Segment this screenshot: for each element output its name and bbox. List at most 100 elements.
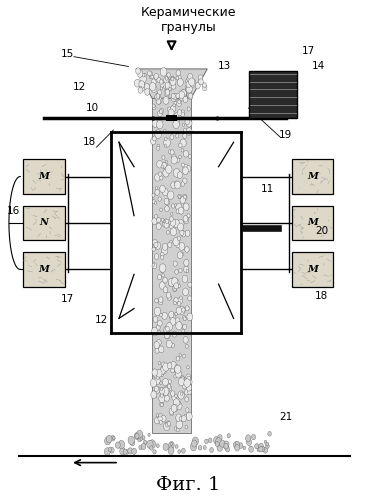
Circle shape: [184, 379, 190, 388]
Text: 10: 10: [86, 103, 99, 113]
Circle shape: [178, 298, 182, 304]
Circle shape: [160, 176, 163, 180]
Circle shape: [140, 437, 143, 440]
Circle shape: [161, 246, 168, 254]
Circle shape: [167, 422, 170, 426]
Circle shape: [161, 403, 163, 406]
Circle shape: [118, 440, 125, 449]
Circle shape: [233, 442, 238, 448]
Circle shape: [173, 168, 180, 177]
Circle shape: [135, 433, 139, 438]
Circle shape: [179, 306, 185, 314]
Circle shape: [176, 76, 179, 80]
Text: 17: 17: [61, 294, 74, 304]
Circle shape: [176, 414, 182, 422]
Circle shape: [175, 365, 181, 374]
Circle shape: [176, 322, 182, 330]
Circle shape: [169, 313, 175, 320]
Circle shape: [257, 448, 260, 452]
Circle shape: [164, 144, 167, 147]
Circle shape: [202, 85, 207, 90]
Bar: [166, 115, 177, 120]
Circle shape: [138, 436, 142, 442]
Circle shape: [162, 312, 167, 320]
Circle shape: [159, 297, 163, 302]
Circle shape: [164, 137, 167, 141]
Circle shape: [180, 296, 182, 300]
Circle shape: [198, 75, 203, 81]
Circle shape: [167, 386, 172, 391]
Circle shape: [110, 448, 114, 453]
Circle shape: [178, 450, 181, 454]
Circle shape: [170, 240, 172, 244]
Circle shape: [162, 162, 168, 169]
Circle shape: [171, 212, 173, 216]
Circle shape: [160, 87, 162, 90]
Circle shape: [187, 92, 191, 98]
Circle shape: [171, 404, 177, 412]
Circle shape: [151, 75, 153, 78]
Circle shape: [156, 94, 159, 98]
Circle shape: [164, 331, 170, 339]
Circle shape: [175, 444, 178, 448]
Circle shape: [170, 228, 177, 236]
Circle shape: [187, 379, 192, 385]
Circle shape: [165, 222, 167, 226]
Circle shape: [161, 362, 166, 368]
Circle shape: [156, 370, 162, 377]
Text: Керамические
гранулы: Керамические гранулы: [141, 6, 236, 34]
Circle shape: [161, 416, 166, 422]
Circle shape: [171, 182, 176, 188]
Bar: [23, 252, 64, 286]
Circle shape: [164, 326, 170, 334]
Circle shape: [170, 216, 173, 222]
Circle shape: [154, 74, 158, 80]
Circle shape: [170, 150, 174, 155]
Circle shape: [171, 79, 174, 83]
Circle shape: [144, 74, 146, 76]
Circle shape: [185, 397, 188, 402]
Circle shape: [104, 448, 110, 456]
Circle shape: [155, 214, 158, 219]
Bar: [292, 160, 333, 194]
Circle shape: [159, 108, 164, 114]
Circle shape: [176, 70, 181, 76]
Circle shape: [152, 104, 155, 108]
Circle shape: [187, 389, 192, 394]
Circle shape: [163, 444, 169, 450]
Bar: [292, 206, 333, 240]
Circle shape: [179, 155, 181, 158]
Circle shape: [213, 436, 219, 444]
Circle shape: [173, 261, 177, 266]
Circle shape: [136, 68, 141, 74]
Circle shape: [165, 206, 169, 212]
Circle shape: [188, 74, 193, 80]
Circle shape: [186, 128, 192, 136]
Circle shape: [159, 264, 166, 272]
Circle shape: [266, 444, 269, 448]
Circle shape: [170, 219, 176, 226]
Circle shape: [225, 446, 230, 452]
Circle shape: [167, 324, 172, 331]
Circle shape: [159, 80, 163, 84]
Circle shape: [180, 90, 187, 98]
Circle shape: [162, 394, 167, 400]
Circle shape: [165, 82, 170, 88]
Circle shape: [171, 77, 174, 81]
Circle shape: [175, 364, 179, 370]
Circle shape: [149, 440, 156, 448]
Circle shape: [187, 82, 190, 86]
Circle shape: [142, 73, 145, 77]
Circle shape: [156, 146, 160, 150]
Circle shape: [176, 100, 182, 106]
Circle shape: [187, 376, 191, 382]
Text: Фиг. 1: Фиг. 1: [156, 476, 221, 494]
Text: 14: 14: [311, 61, 325, 71]
Circle shape: [169, 282, 172, 286]
Circle shape: [170, 411, 173, 416]
Circle shape: [175, 394, 177, 398]
Circle shape: [186, 85, 192, 93]
Circle shape: [170, 318, 176, 326]
Circle shape: [179, 143, 182, 148]
Circle shape: [187, 366, 189, 369]
